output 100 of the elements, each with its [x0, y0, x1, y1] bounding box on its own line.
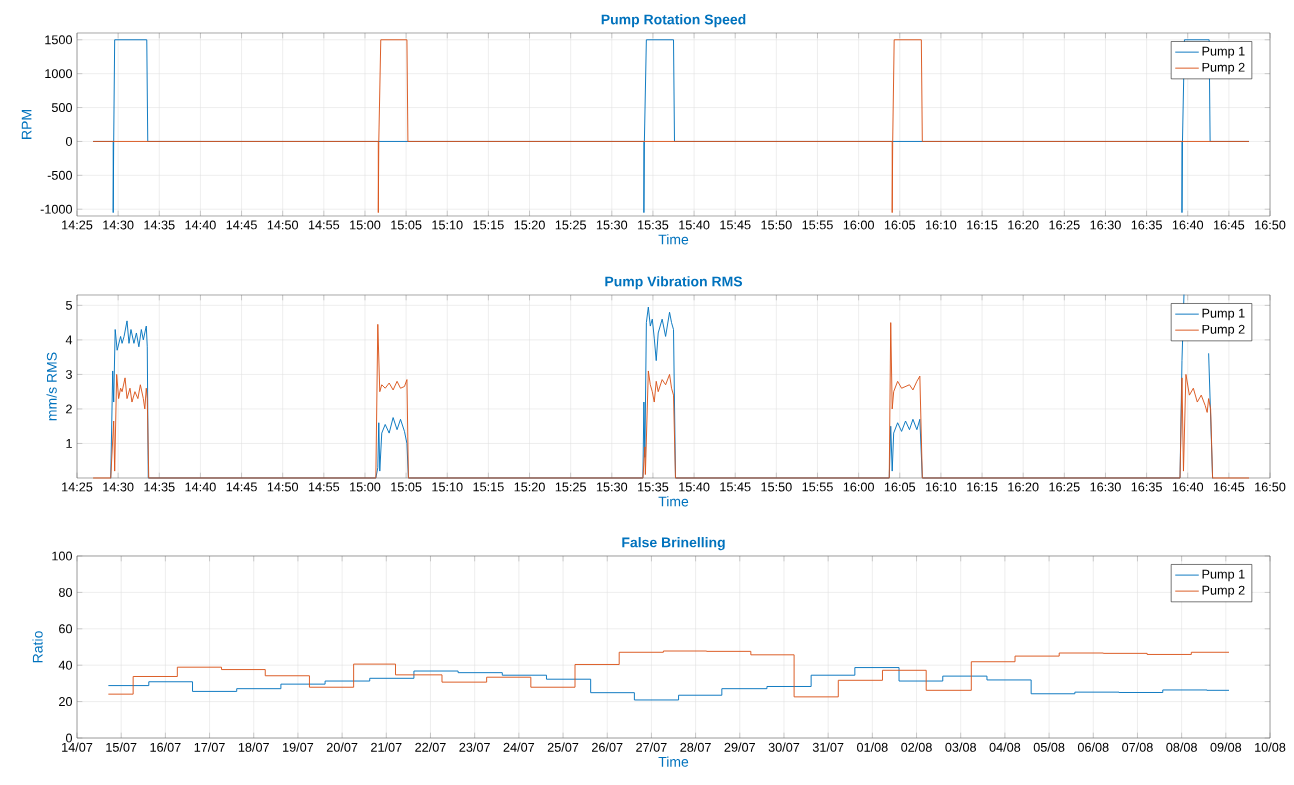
chart-title: False Brinelling [622, 537, 725, 551]
x-tick-label: 16:45 [1213, 220, 1245, 230]
x-tick-label: 16:50 [1255, 482, 1286, 492]
x-tick-label: 15:20 [514, 482, 545, 492]
x-tick-label: 14:25 [62, 220, 93, 230]
legend-label: Pump 2 [1202, 62, 1245, 75]
x-tick-label: 14/07 [62, 742, 93, 752]
x-tick-label: 08/08 [1166, 742, 1197, 752]
x-tick-label: 16:45 [1213, 482, 1245, 492]
x-tick-label: 15:00 [350, 482, 381, 492]
x-tick-label: 15:25 [555, 482, 586, 492]
x-tick-label: 16:30 [1090, 220, 1121, 230]
x-tick-label: 14:25 [62, 482, 93, 492]
x-axis-title: Time [658, 756, 689, 767]
x-tick-label: 16:40 [1172, 482, 1204, 492]
x-tick-label: 17/07 [194, 742, 225, 752]
x-tick-label: 14:35 [144, 482, 175, 492]
x-tick-label: 15:00 [350, 220, 381, 230]
x-tick-label: 21/07 [371, 742, 402, 752]
x-tick-label: 15:35 [638, 482, 669, 492]
x-tick-label: 18/07 [238, 742, 269, 752]
x-axis-title: Time [658, 234, 689, 245]
x-tick-label: 15:45 [720, 482, 751, 492]
x-tick-label: 15:35 [638, 220, 669, 230]
x-tick-label: 15:15 [473, 482, 504, 492]
x-tick-label: 27/07 [636, 742, 667, 752]
x-tick-label: 16:15 [967, 220, 998, 230]
x-tick-label: 31/07 [812, 742, 844, 752]
x-tick-label: 01/08 [857, 742, 888, 752]
x-tick-label: 23/07 [459, 742, 490, 752]
chart-title: Pump Vibration RMS [605, 276, 743, 290]
legend-label: Pump 1 [1202, 308, 1245, 321]
x-tick-label: 19/07 [283, 742, 314, 752]
x-tick-label: 29/07 [724, 742, 756, 752]
x-tick-label: 16:10 [926, 220, 957, 230]
y-tick-label: -1000 [40, 204, 73, 214]
x-tick-label: 09/08 [1210, 742, 1242, 752]
x-tick-label: 06/08 [1077, 742, 1109, 752]
x-tick-label: 16:10 [926, 482, 957, 492]
x-tick-label: 15:30 [596, 220, 628, 230]
x-tick-label: 16:20 [1008, 482, 1039, 492]
x-tick-label: 16:05 [884, 220, 916, 230]
y-tick-label: 2 [66, 404, 72, 414]
y-tick-label: 500 [51, 103, 73, 113]
x-tick-label: 20/07 [326, 742, 358, 752]
x-tick-label: 03/08 [945, 742, 977, 752]
y-tick-label: 80 [58, 587, 73, 597]
x-tick-label: 15:50 [761, 482, 792, 492]
y-tick-label: 3 [65, 369, 72, 379]
x-tick-label: 14:30 [103, 482, 134, 492]
x-tick-label: 15/07 [106, 742, 137, 752]
x-tick-label: 02/08 [901, 742, 932, 752]
y-tick-label: 4 [65, 335, 73, 345]
x-tick-label: 16:15 [967, 482, 998, 492]
y-tick-label: 60 [59, 624, 73, 634]
x-tick-label: 15:45 [720, 220, 751, 230]
x-tick-label: 16:00 [843, 482, 874, 492]
y-tick-label: -500 [47, 170, 73, 180]
x-tick-label: 14:30 [103, 220, 134, 230]
x-tick-label: 22/07 [415, 742, 446, 752]
x-tick-label: 16:35 [1131, 482, 1162, 492]
legend-label: Pump 1 [1202, 569, 1245, 582]
x-tick-label: 14:40 [185, 482, 216, 492]
chart-title: Pump Rotation Speed [601, 14, 746, 28]
x-tick-label: 16:00 [843, 220, 874, 230]
x-tick-label: 14:50 [267, 220, 299, 230]
x-tick-label: 14:55 [308, 220, 340, 230]
x-tick-label: 25/07 [547, 742, 579, 752]
x-tick-label: 16:40 [1172, 220, 1204, 230]
x-tick-label: 16:25 [1049, 220, 1080, 230]
x-tick-label: 14:35 [144, 220, 175, 230]
x-tick-label: 16/07 [150, 742, 181, 752]
x-tick-label: 16:25 [1049, 482, 1080, 492]
x-tick-label: 05/08 [1033, 742, 1065, 752]
legend-label: Pump 1 [1202, 46, 1245, 59]
x-tick-label: 15:55 [802, 482, 833, 492]
y-tick-label: 1000 [45, 69, 73, 79]
x-tick-label: 15:15 [473, 220, 504, 230]
y-tick-label: 1500 [45, 35, 73, 45]
x-tick-label: 15:40 [679, 220, 710, 230]
x-tick-label: 24/07 [503, 742, 535, 752]
x-tick-label: 15:10 [432, 482, 463, 492]
x-tick-label: 26/07 [592, 742, 623, 752]
legend-label: Pump 2 [1202, 324, 1245, 337]
y-axis-title: mm/s RMS [46, 352, 57, 421]
y-tick-label: 40 [58, 660, 73, 670]
x-tick-label: 15:25 [555, 220, 586, 230]
y-tick-label: 100 [52, 551, 73, 561]
x-tick-label: 15:50 [761, 220, 792, 230]
x-tick-label: 04/08 [989, 742, 1021, 752]
x-axis-title: Time [658, 496, 689, 507]
x-tick-label: 15:05 [391, 482, 422, 492]
y-axis-title: Ratio [32, 631, 43, 663]
legend-label: Pump 2 [1202, 585, 1245, 598]
x-tick-label: 16:35 [1131, 220, 1162, 230]
x-tick-label: 16:20 [1008, 220, 1039, 230]
x-tick-label: 28/07 [680, 742, 711, 752]
x-tick-label: 16:50 [1255, 220, 1286, 230]
x-tick-label: 16:30 [1090, 482, 1121, 492]
y-tick-label: 0 [65, 136, 73, 146]
